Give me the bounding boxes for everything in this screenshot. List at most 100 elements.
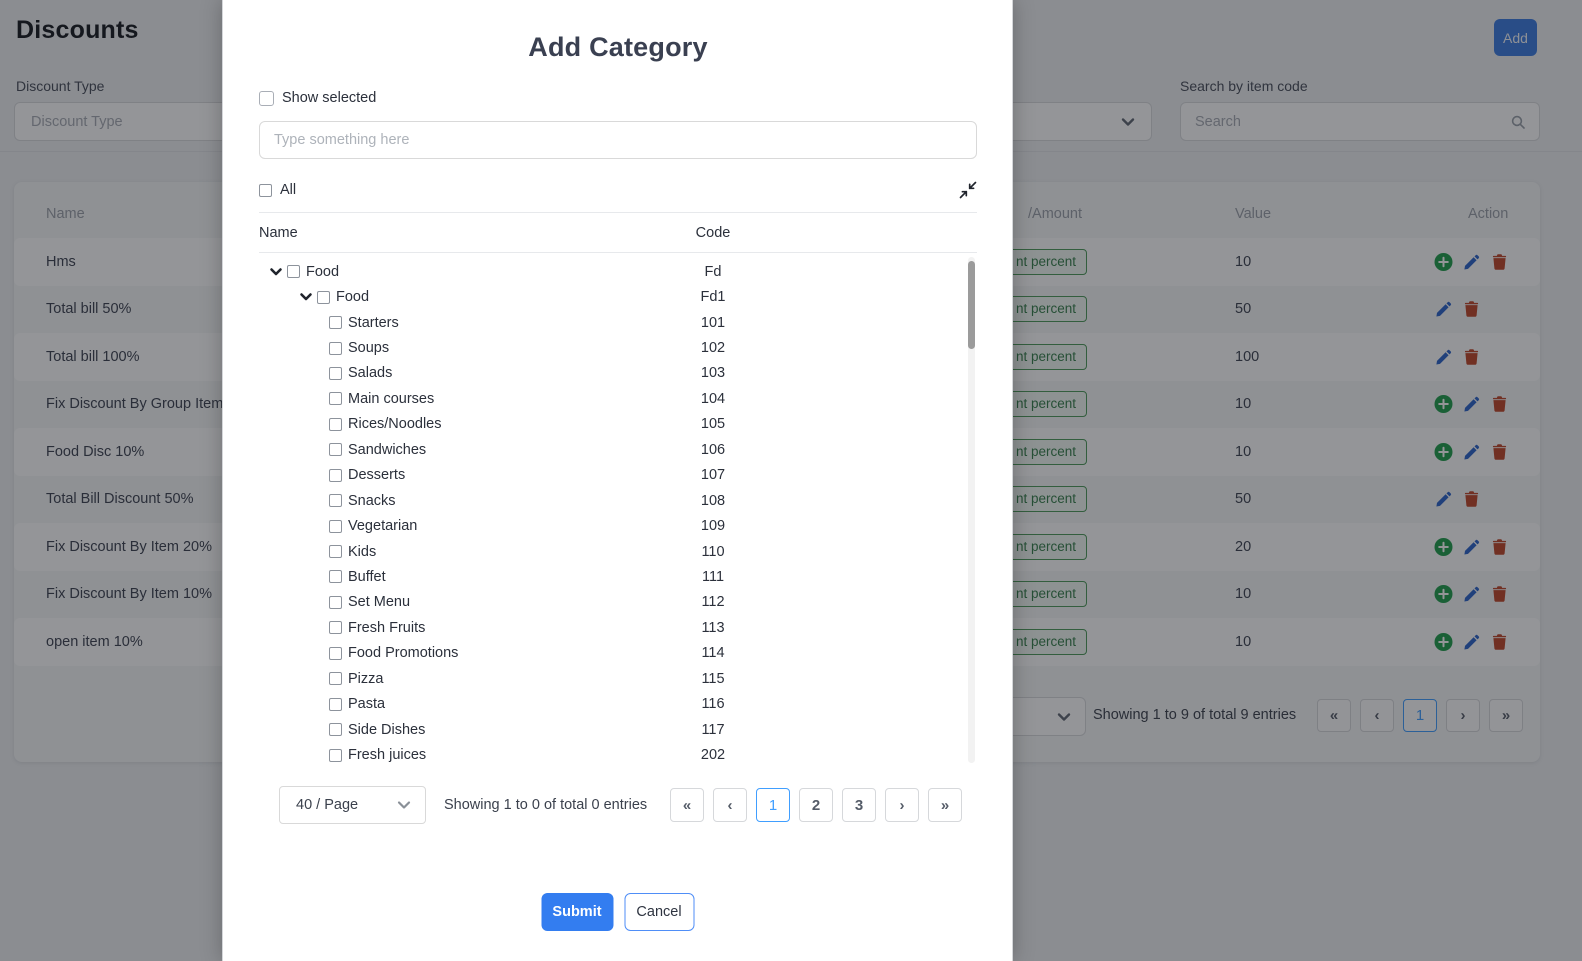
trash-icon[interactable] <box>1490 537 1509 556</box>
discount-type-select-placeholder: Discount Type <box>31 113 123 130</box>
pencil-icon[interactable] <box>1462 442 1481 461</box>
next-page-button[interactable]: › <box>885 788 919 822</box>
table-row: Fix Discount By Group Item 1 nt percent … <box>14 381 1540 429</box>
trash-icon[interactable] <box>1490 395 1509 414</box>
select-all-checkbox[interactable] <box>259 183 272 197</box>
item-code-search-input[interactable] <box>1195 113 1511 130</box>
row-actions <box>1434 300 1481 319</box>
tree-item-checkbox[interactable] <box>329 341 342 355</box>
pencil-icon[interactable] <box>1462 585 1481 604</box>
tree-item-checkbox[interactable] <box>329 621 342 635</box>
tree-item-checkbox[interactable] <box>329 468 342 482</box>
modal-title: Add Category <box>528 32 708 62</box>
first-page-button[interactable]: « <box>670 788 704 822</box>
tree-item-label: Food Promotions <box>348 645 459 662</box>
trash-icon[interactable] <box>1462 490 1481 509</box>
tree-item-code: 107 <box>700 467 726 484</box>
tree-item-checkbox[interactable] <box>329 519 342 533</box>
trash-icon[interactable] <box>1490 442 1509 461</box>
tree-item-label: Vegetarian <box>348 518 418 535</box>
tree-item-checkbox[interactable] <box>329 366 342 380</box>
plus-circle-icon[interactable] <box>1434 395 1453 414</box>
discount-type-badge: nt percent <box>1005 486 1088 513</box>
tree-item-checkbox[interactable] <box>329 748 342 762</box>
category-search-input[interactable] <box>259 121 977 159</box>
row-actions <box>1434 632 1509 651</box>
tree-item-code: 114 <box>701 645 725 662</box>
tree-item-code: 101 <box>700 314 726 331</box>
tree-row: Buffet 111 <box>259 564 977 589</box>
show-selected-checkbox[interactable] <box>259 90 274 106</box>
discount-value: 50 <box>1235 301 1252 318</box>
trash-icon[interactable] <box>1462 347 1481 366</box>
last-page-button[interactable]: » <box>928 788 962 822</box>
trash-icon[interactable] <box>1490 252 1509 271</box>
plus-circle-icon[interactable] <box>1434 585 1453 604</box>
pencil-icon[interactable] <box>1462 632 1481 651</box>
plus-circle-icon[interactable] <box>1434 537 1453 556</box>
tree-item-checkbox[interactable] <box>329 697 342 711</box>
first-page-button[interactable]: « <box>1317 699 1351 732</box>
prev-page-button[interactable]: ‹ <box>713 788 747 822</box>
tree-row: Vegetarian 109 <box>259 513 977 538</box>
next-page-button[interactable]: › <box>1446 699 1480 732</box>
trash-icon[interactable] <box>1490 632 1509 651</box>
submit-button[interactable]: Submit <box>541 893 613 931</box>
tree-item-checkbox[interactable] <box>329 570 342 584</box>
tree-item-code: 105 <box>700 416 726 433</box>
discount-name: Fix Discount By Group Item 1 <box>46 396 236 413</box>
tree-item-checkbox[interactable] <box>287 265 300 279</box>
tree-item-checkbox[interactable] <box>329 316 342 330</box>
plus-circle-icon[interactable] <box>1434 442 1453 461</box>
pencil-icon[interactable] <box>1434 347 1453 366</box>
pencil-icon[interactable] <box>1462 395 1481 414</box>
chevron-down-icon <box>1057 712 1071 721</box>
tree-item-checkbox[interactable] <box>329 392 342 406</box>
modal-page-size-select[interactable]: 40 / Page <box>279 786 426 824</box>
tree-item-checkbox[interactable] <box>329 646 342 660</box>
plus-circle-icon[interactable] <box>1434 252 1453 271</box>
search-icon <box>1511 115 1525 129</box>
tree-item-checkbox[interactable] <box>329 417 342 431</box>
chevron-down-icon <box>1121 117 1135 126</box>
plus-circle-icon[interactable] <box>1434 632 1453 651</box>
add-button[interactable]: Add <box>1494 19 1537 56</box>
pencil-icon[interactable] <box>1434 300 1453 319</box>
tree-columns-header: Name Code <box>259 213 977 252</box>
cancel-button[interactable]: Cancel <box>624 893 694 931</box>
add-category-modal: Add Category Show selected All Name Code… <box>222 0 1013 961</box>
discount-type-badge: nt percent <box>1005 628 1088 655</box>
page-number-button[interactable]: 2 <box>799 788 833 822</box>
tree-item-checkbox[interactable] <box>329 494 342 508</box>
pencil-icon[interactable] <box>1462 537 1481 556</box>
scrollbar-track[interactable] <box>968 257 975 763</box>
prev-page-button[interactable]: ‹ <box>1360 699 1394 732</box>
tree-item-label: Soups <box>348 340 390 357</box>
tree-item-label: Food <box>336 289 370 306</box>
tree-item-checkbox[interactable] <box>329 723 342 737</box>
tree-item-checkbox[interactable] <box>329 545 342 559</box>
chevron-down-icon[interactable] <box>299 290 313 304</box>
pencil-icon[interactable] <box>1462 252 1481 271</box>
tree-item-checkbox[interactable] <box>329 595 342 609</box>
collapse-icon[interactable] <box>959 181 977 199</box>
trash-icon[interactable] <box>1490 585 1509 604</box>
all-row: All <box>259 181 977 199</box>
tree-item-checkbox[interactable] <box>329 672 342 686</box>
pencil-icon[interactable] <box>1434 490 1453 509</box>
page-number-button[interactable]: 3 <box>842 788 876 822</box>
scrollbar-thumb[interactable] <box>968 261 975 349</box>
trash-icon[interactable] <box>1462 300 1481 319</box>
tree-row: Set Menu 112 <box>259 590 977 615</box>
tree-item-checkbox[interactable] <box>329 443 342 457</box>
tree-item-checkbox[interactable] <box>317 290 330 304</box>
tree-item-label: Rices/Noodles <box>348 416 442 433</box>
tree-row: Soups 102 <box>259 335 977 360</box>
page-number-button[interactable]: 1 <box>1403 699 1437 732</box>
tree-item-label: Main courses <box>348 390 435 407</box>
last-page-button[interactable]: » <box>1489 699 1523 732</box>
chevron-down-icon[interactable] <box>269 265 283 279</box>
tree-item-code: Fd1 <box>700 289 726 306</box>
discount-value: 10 <box>1235 586 1252 603</box>
page-number-button[interactable]: 1 <box>756 788 790 822</box>
